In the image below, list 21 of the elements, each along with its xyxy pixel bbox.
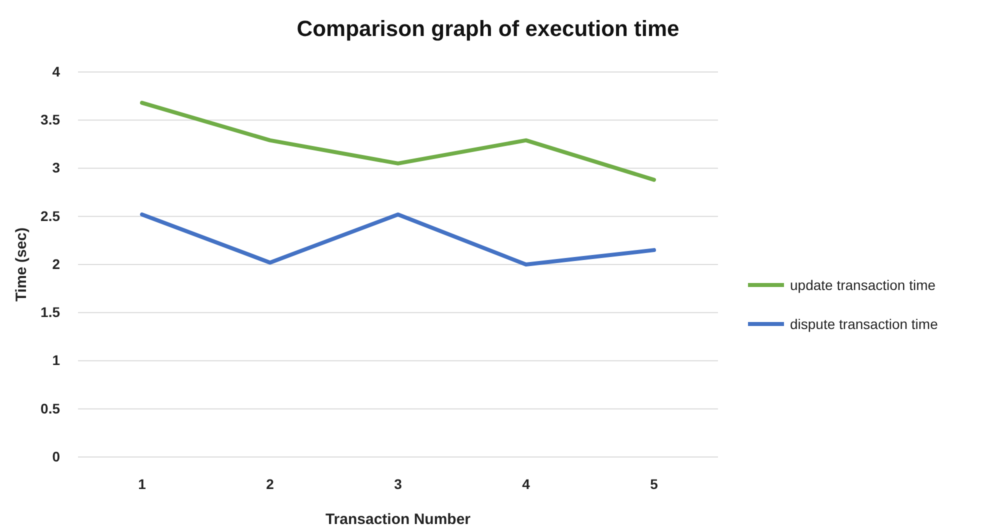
y-tick-label: 0 bbox=[52, 448, 60, 464]
y-tick-label: 1.5 bbox=[40, 304, 60, 320]
line-series bbox=[140, 100, 656, 182]
x-tick-label: 2 bbox=[266, 476, 274, 492]
y-tick-label: 1 bbox=[52, 352, 60, 368]
y-tick-label: 2.5 bbox=[40, 208, 60, 224]
x-tick-label: 1 bbox=[138, 476, 146, 492]
x-axis-title: Transaction Number bbox=[325, 511, 471, 528]
y-tick-label: 4 bbox=[52, 63, 60, 80]
x-tick-label: 5 bbox=[650, 476, 658, 492]
x-tick-label: 4 bbox=[522, 476, 530, 492]
y-axis-title: Time (sec) bbox=[13, 228, 30, 302]
y-tick-label: 3.5 bbox=[40, 112, 60, 128]
chart-title: Comparison graph of execution time bbox=[296, 16, 680, 41]
line-series bbox=[140, 212, 656, 266]
legend-label: update transaction time bbox=[790, 277, 936, 293]
x-tick-label: 3 bbox=[394, 476, 402, 492]
legend-label: dispute transaction time bbox=[790, 316, 938, 332]
y-tick-label: 2 bbox=[52, 256, 60, 272]
y-tick-label: 0.5 bbox=[40, 400, 60, 416]
y-tick-label: 3 bbox=[52, 160, 60, 176]
